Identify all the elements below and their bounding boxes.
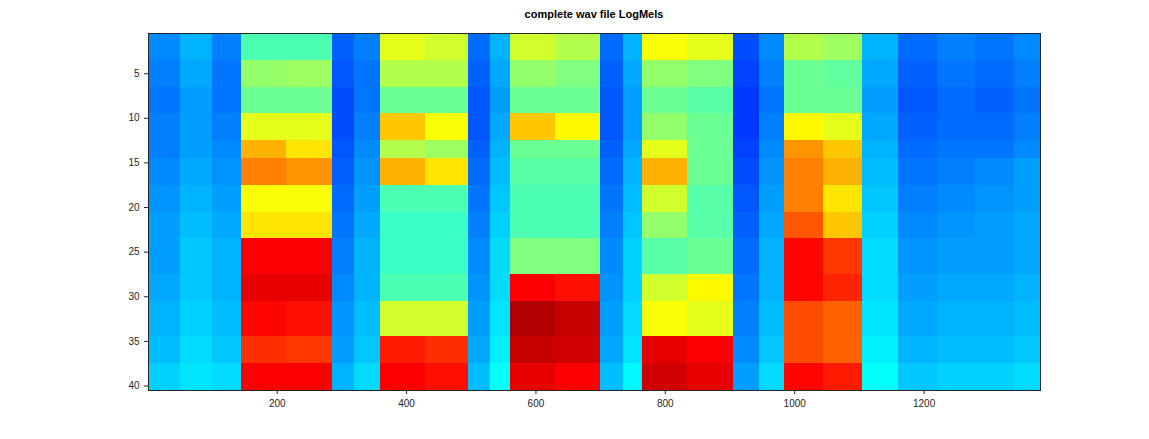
svg-text:20: 20 — [128, 202, 140, 213]
svg-text:15: 15 — [128, 157, 140, 168]
svg-text:1000: 1000 — [784, 398, 807, 409]
svg-text:25: 25 — [128, 246, 140, 257]
svg-text:10: 10 — [128, 112, 140, 123]
svg-text:1200: 1200 — [913, 398, 936, 409]
svg-text:200: 200 — [269, 398, 286, 409]
svg-text:5: 5 — [134, 68, 140, 79]
svg-text:35: 35 — [128, 336, 140, 347]
svg-text:30: 30 — [128, 291, 140, 302]
svg-text:800: 800 — [657, 398, 674, 409]
html-text:complete wav file LogMels: complete wav file LogMels — [524, 8, 664, 20]
svg-text:600: 600 — [528, 398, 545, 409]
svg-text:400: 400 — [398, 398, 415, 409]
svg-text:40: 40 — [128, 380, 140, 391]
